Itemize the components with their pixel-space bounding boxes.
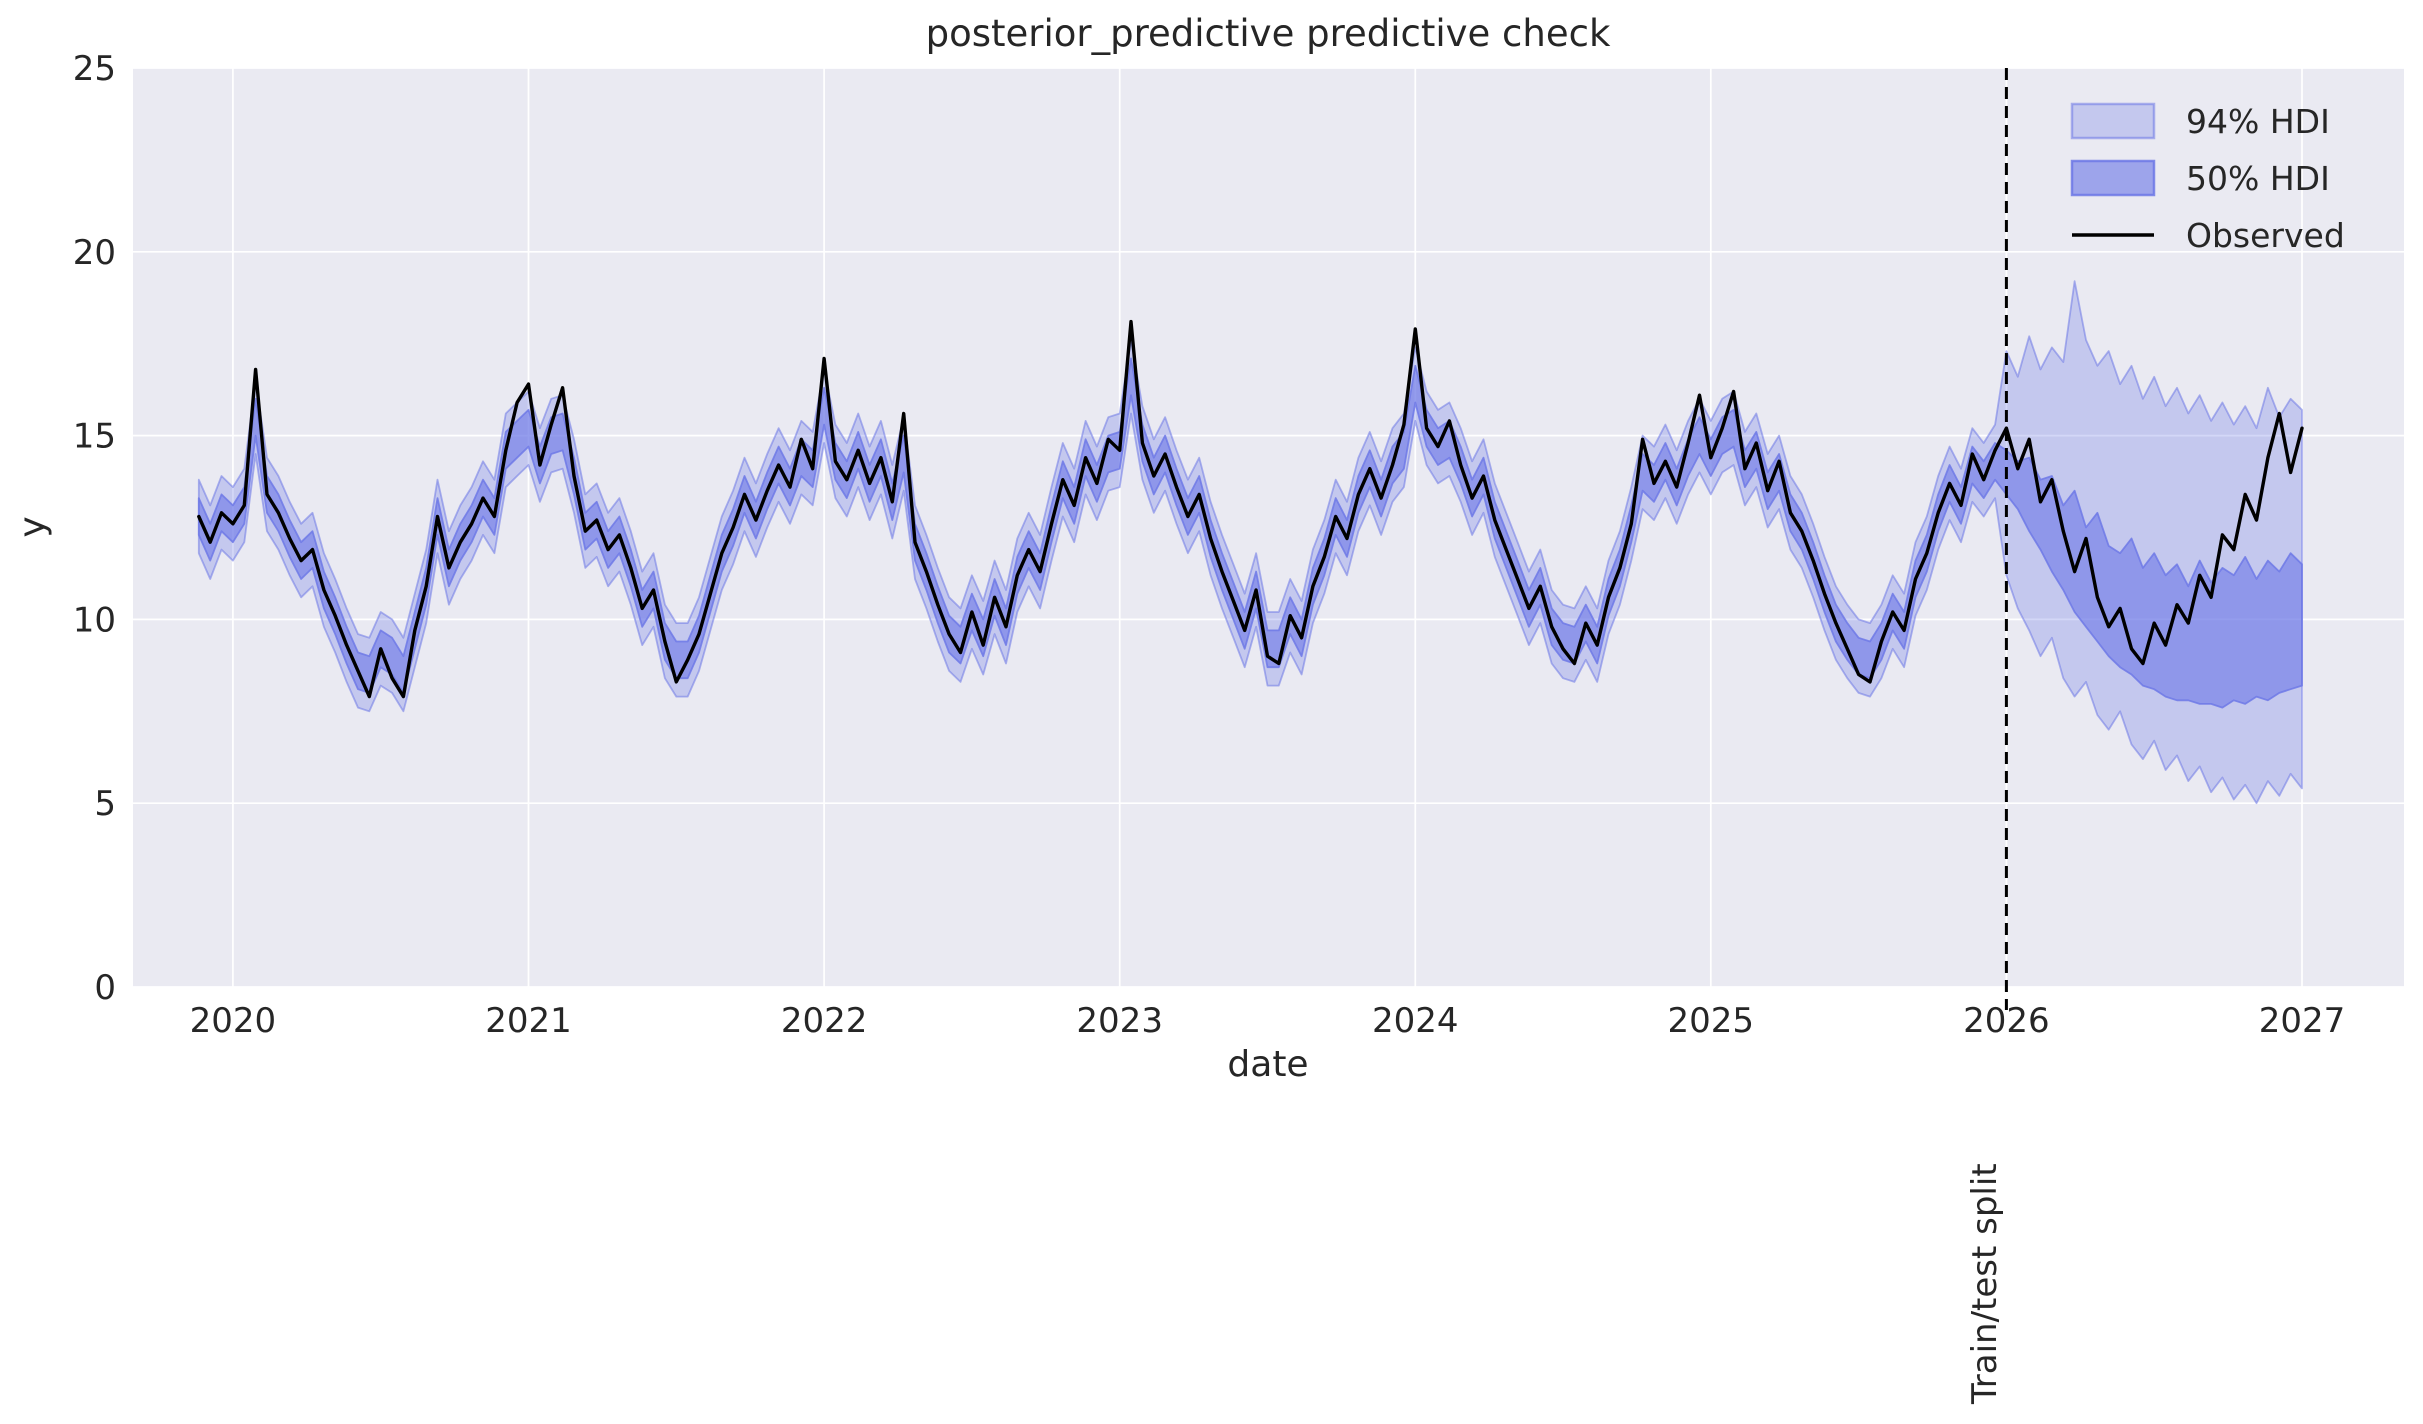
y-tick-label: 10 [73, 600, 116, 640]
observed-series [197, 319, 2304, 699]
x-tick-label: 2025 [1668, 1001, 1755, 1041]
x-tick-label: 2020 [190, 1001, 277, 1041]
y-tick-label: 0 [94, 968, 116, 1008]
y-tick-label: 20 [73, 233, 116, 273]
figure-title: posterior_predictive predictive check [926, 12, 1611, 55]
legend-label-50-hdi: 50% HDI [2186, 159, 2330, 198]
x-tick-label: 2021 [485, 1001, 572, 1041]
train-test-split-label: Train/test split [1965, 1163, 2005, 1405]
tick-labels: 2020 2021 2022 2023 2024 2025 2026 202705101520… [73, 49, 2346, 1041]
legend-swatch-50-hdi [2070, 159, 2156, 197]
hdi-50-band [197, 357, 2303, 709]
x-tick-label: 2024 [1372, 1001, 1459, 1041]
legend-swatch-94-hdi [2070, 102, 2156, 140]
x-tick-label: 2022 [781, 1001, 868, 1041]
plot-background [133, 68, 2404, 987]
x-tick-label: 2027 [2259, 1001, 2346, 1041]
y-tick-label: 25 [73, 49, 116, 89]
legend: 94% HDI 50% HDI Observed [2070, 102, 2345, 255]
y-axis-label: y [12, 516, 53, 537]
x-axis-label: date [1227, 1044, 1308, 1085]
legend-label-94-hdi: 94% HDI [2186, 102, 2330, 141]
legend-label-observed: Observed [2186, 216, 2345, 255]
observed-line [197, 319, 2304, 699]
y-tick-label: 15 [73, 417, 116, 457]
y-tick-label: 5 [94, 784, 116, 824]
x-tick-label: 2026 [1963, 1001, 2050, 1041]
x-tick-label: 2023 [1076, 1001, 1163, 1041]
